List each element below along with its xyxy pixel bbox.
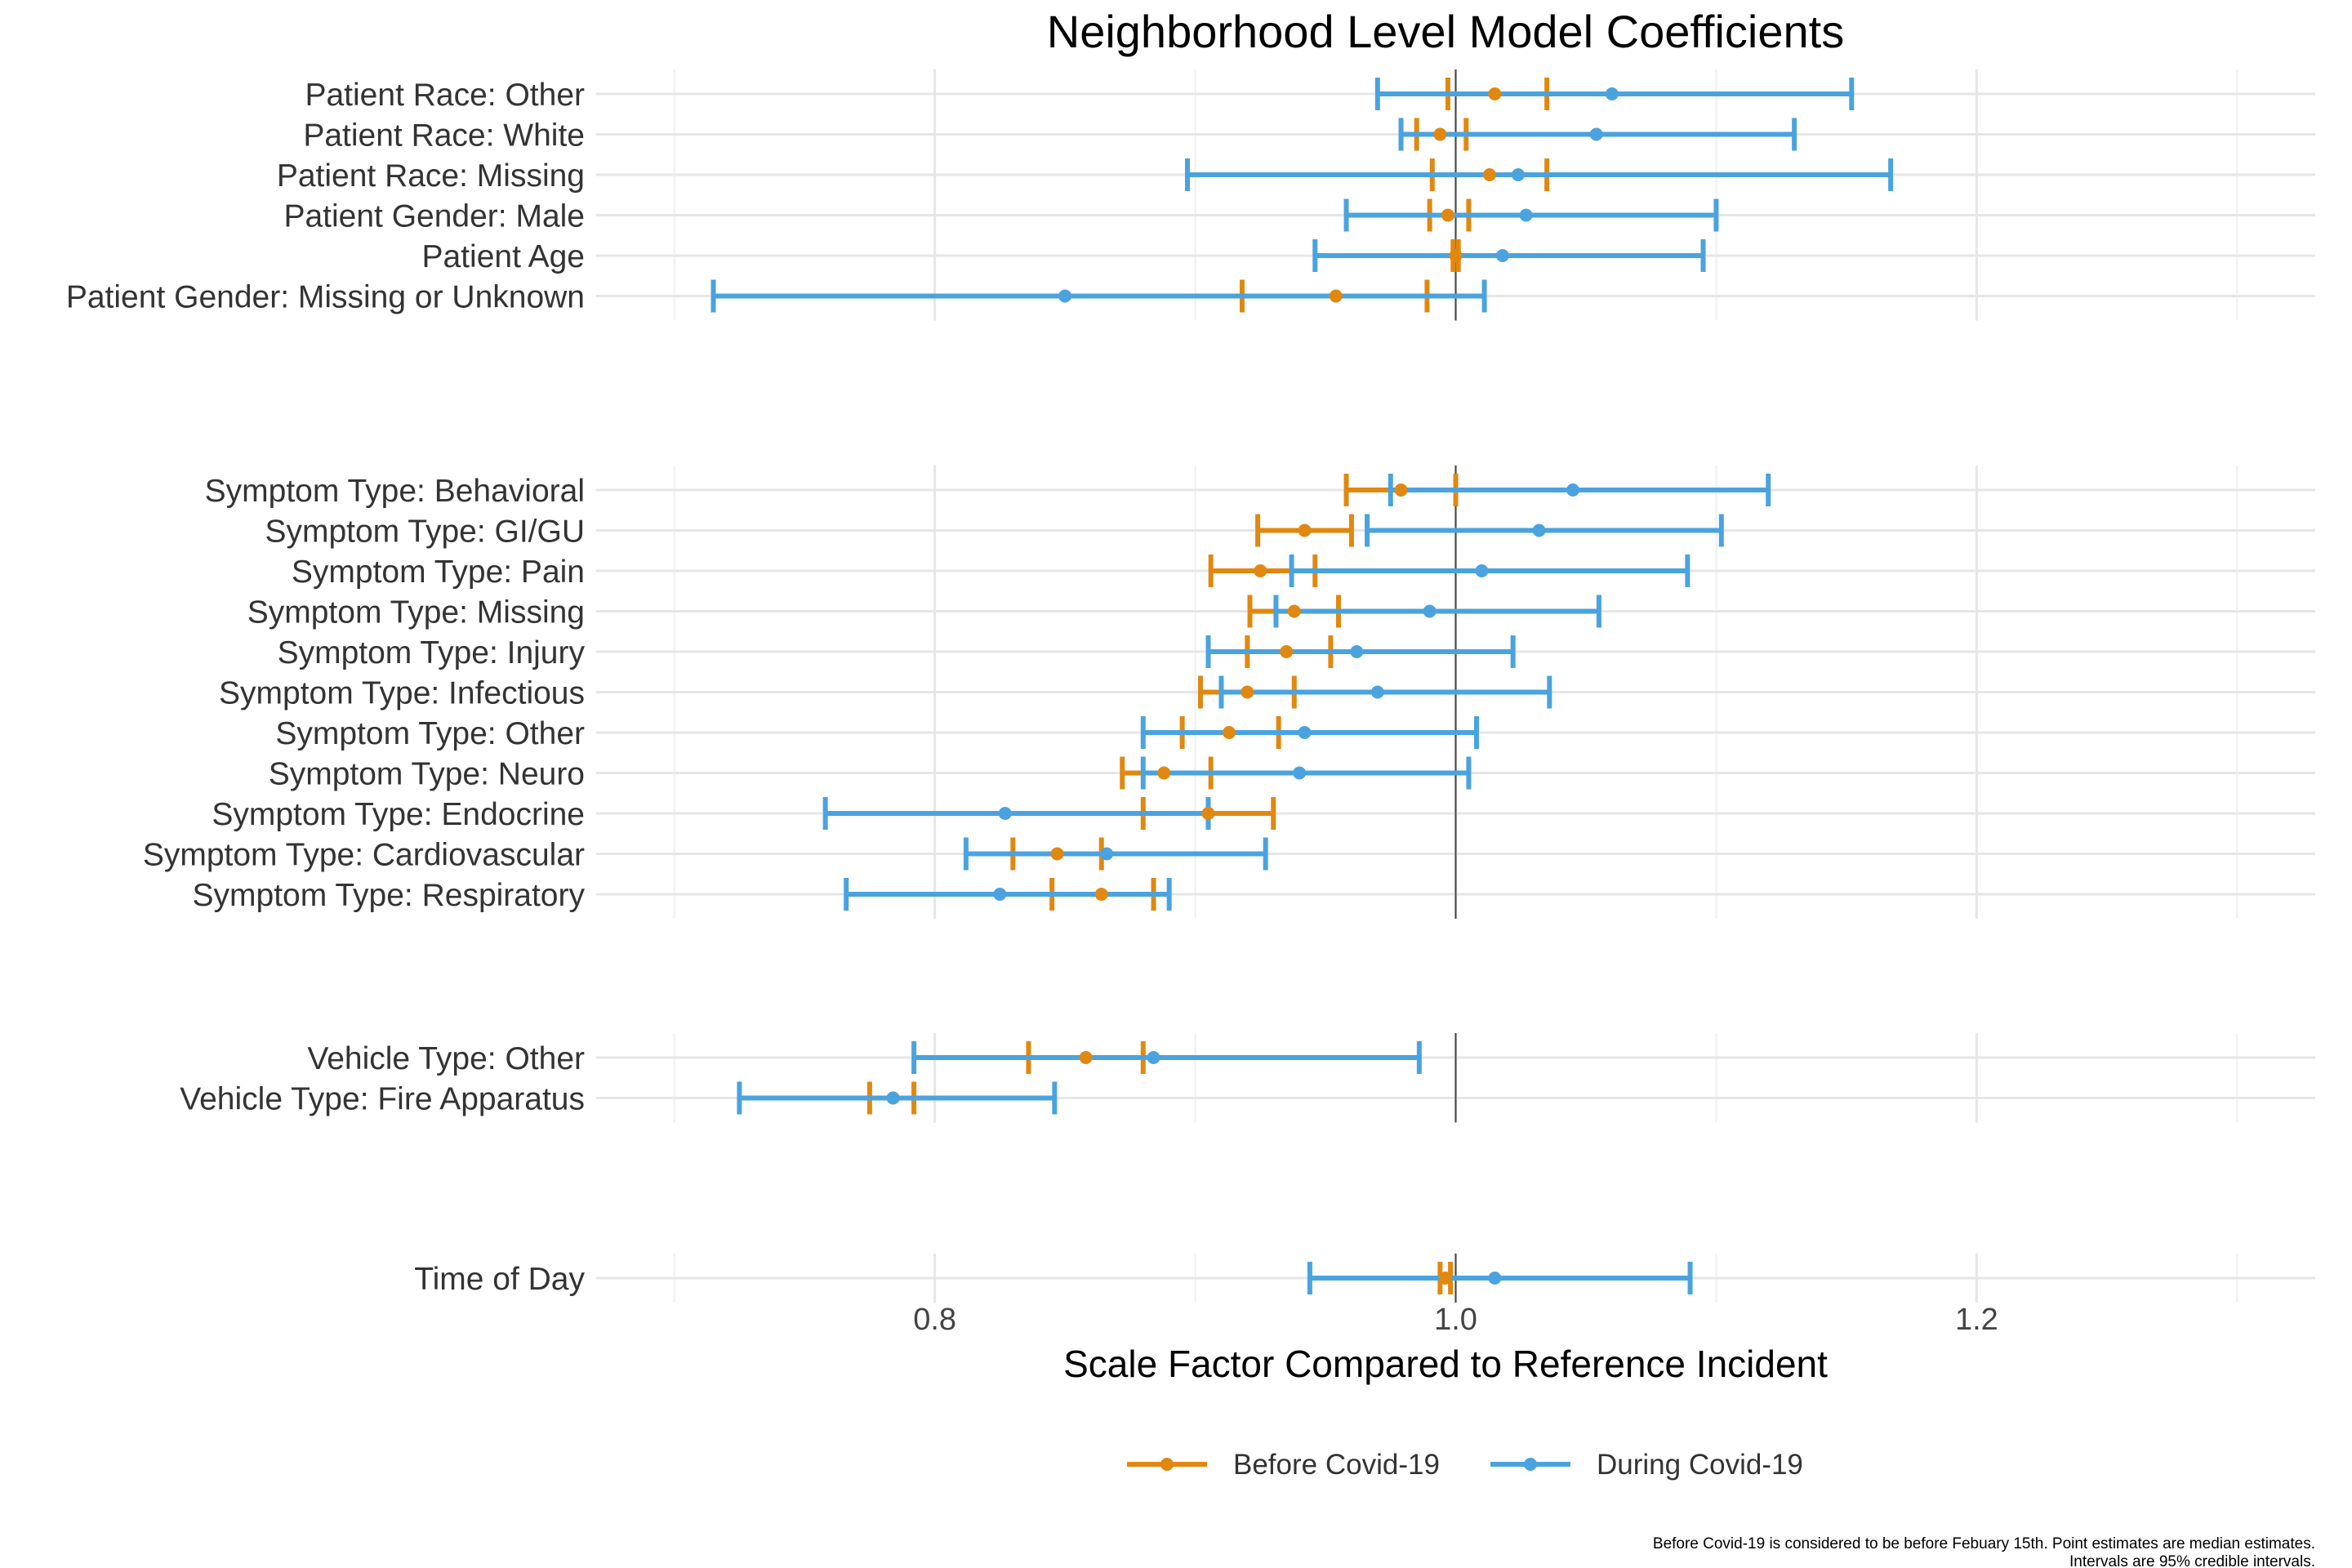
during-interval bbox=[822, 797, 1211, 830]
row-label: Symptom Type: Neuro bbox=[269, 757, 585, 792]
during-interval bbox=[1218, 675, 1552, 709]
row-label: Symptom Type: GI/GU bbox=[265, 514, 585, 550]
during-point bbox=[1475, 564, 1489, 577]
during-point bbox=[1147, 1051, 1160, 1064]
before-point bbox=[1223, 726, 1236, 739]
during-point bbox=[1495, 249, 1509, 262]
during-point bbox=[886, 1091, 900, 1105]
during-interval bbox=[844, 878, 1172, 911]
before-point bbox=[1394, 483, 1408, 497]
during-point bbox=[993, 888, 1007, 901]
panels: Patient Race: Other Patient Race: White Pa… bbox=[66, 69, 2315, 1303]
row-label: Time of Day bbox=[414, 1262, 585, 1297]
row-label: Symptom Type: Behavioral bbox=[205, 474, 585, 509]
during-point bbox=[1519, 208, 1533, 222]
before-point bbox=[1079, 1051, 1093, 1064]
caption-line-1: Before Covid-19 is considered to be befo… bbox=[1653, 1535, 2315, 1552]
before-point bbox=[1094, 888, 1108, 901]
panel-2: Symptom Type: Behavioral Symptom Type: GI… bbox=[143, 466, 2315, 919]
row-label: Symptom Type: Endocrine bbox=[212, 797, 585, 832]
during-point bbox=[1488, 1272, 1502, 1285]
before-point bbox=[1482, 168, 1496, 181]
legend-label: Before Covid-19 bbox=[1233, 1449, 1440, 1481]
row-label: Symptom Type: Pain bbox=[292, 555, 585, 590]
before-point bbox=[1287, 604, 1301, 618]
x-tick-label: 1.2 bbox=[1955, 1303, 1998, 1337]
during-point bbox=[1293, 766, 1307, 780]
during-point bbox=[1605, 87, 1619, 100]
during-point bbox=[1100, 847, 1114, 861]
x-tick-label: 1.0 bbox=[1434, 1303, 1477, 1337]
before-point bbox=[1488, 87, 1502, 100]
row-label: Symptom Type: Missing bbox=[247, 595, 585, 630]
before-point bbox=[1433, 127, 1447, 141]
before-point bbox=[1241, 685, 1254, 699]
during-point bbox=[1589, 127, 1603, 141]
row-label: Vehicle Type: Other bbox=[307, 1041, 585, 1076]
x-tick-label: 0.8 bbox=[913, 1303, 956, 1337]
row-label: Symptom Type: Injury bbox=[278, 635, 586, 670]
during-interval bbox=[1289, 555, 1690, 587]
row-label: Patient Gender: Male bbox=[283, 199, 585, 234]
during-interval bbox=[911, 1041, 1422, 1074]
during-interval bbox=[1184, 158, 1894, 191]
before-point bbox=[1254, 564, 1267, 577]
legend-label: During Covid-19 bbox=[1597, 1449, 1803, 1481]
before-point bbox=[1050, 847, 1064, 861]
before-point bbox=[1438, 1272, 1452, 1285]
during-point bbox=[1350, 645, 1364, 658]
during-point bbox=[1298, 726, 1312, 739]
before-point bbox=[1201, 807, 1215, 820]
row-label: Patient Race: White bbox=[303, 118, 585, 154]
during-interval bbox=[1273, 595, 1601, 628]
chart-title: Neighborhood Level Model Coefficients bbox=[1047, 6, 1844, 57]
row-label: Patient Gender: Missing or Unknown bbox=[66, 280, 585, 315]
legend-item-during: During Covid-19 bbox=[1490, 1449, 1803, 1481]
during-point bbox=[1058, 289, 1072, 303]
row-label: Symptom Type: Other bbox=[275, 716, 585, 751]
during-point bbox=[1512, 168, 1526, 181]
row-label: Symptom Type: Respiratory bbox=[193, 878, 586, 913]
legend-key-point bbox=[1160, 1458, 1174, 1471]
during-point bbox=[1566, 483, 1580, 497]
panel-1: Patient Race: Other Patient Race: White Pa… bbox=[66, 69, 2315, 321]
during-point bbox=[1532, 523, 1546, 537]
before-point bbox=[1298, 523, 1312, 537]
row-label: Patient Race: Other bbox=[305, 78, 585, 113]
before-point bbox=[1329, 289, 1343, 303]
during-point bbox=[1423, 604, 1437, 618]
row-label: Patient Race: Missing bbox=[277, 158, 585, 194]
caption-line-2: Intervals are 95% credible intervals. bbox=[2069, 1553, 2315, 1568]
row-label: Symptom Type: Infectious bbox=[219, 676, 585, 711]
panel-4: Time of Day bbox=[414, 1254, 2315, 1303]
legend-item-before: Before Covid-19 bbox=[1127, 1449, 1440, 1481]
legend: Before Covid-19 During Covid-19 bbox=[1127, 1449, 1803, 1481]
panel-3: Vehicle Type: Other Vehicle Type: Fire Ap… bbox=[180, 1033, 2315, 1123]
during-interval bbox=[963, 837, 1268, 871]
before-point bbox=[1157, 766, 1171, 780]
before-point bbox=[1441, 208, 1454, 222]
during-interval bbox=[710, 279, 1487, 313]
before-point bbox=[1280, 645, 1294, 658]
during-point bbox=[1370, 685, 1384, 699]
row-label: Patient Age bbox=[422, 239, 586, 274]
row-label: Vehicle Type: Fire Apparatus bbox=[180, 1082, 585, 1117]
x-axis-title: Scale Factor Compared to Reference Incid… bbox=[1063, 1343, 1828, 1385]
row-label: Symptom Type: Cardiovascular bbox=[143, 838, 585, 873]
legend-key-point bbox=[1524, 1458, 1537, 1471]
during-point bbox=[998, 807, 1012, 820]
before-point bbox=[1449, 249, 1463, 262]
x-axis-ticks: 0.8 1.0 1.2 bbox=[913, 1303, 1998, 1337]
